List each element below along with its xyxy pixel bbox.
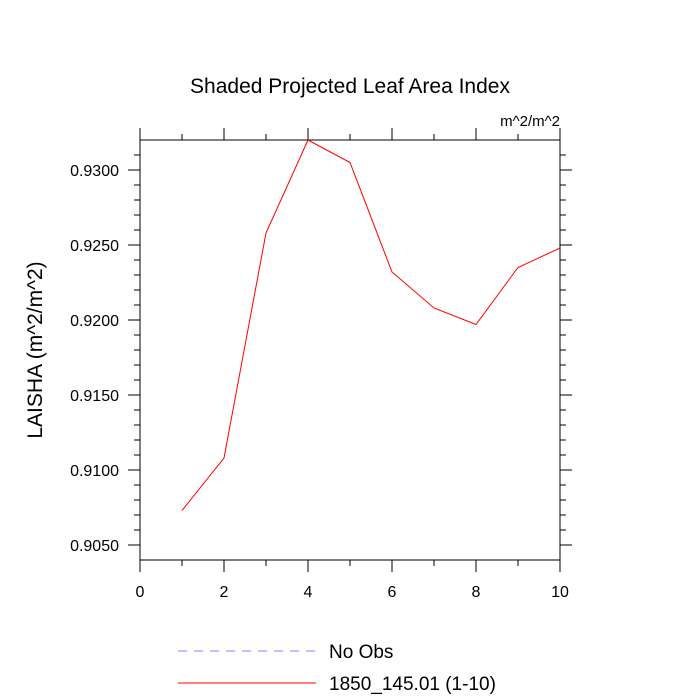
x-tick-label: 4	[304, 584, 313, 601]
series-layer	[181, 139, 561, 511]
y-tick-label: 0.9050	[70, 538, 119, 555]
legend: No Obs 1850_145.01 (1-10)	[178, 642, 496, 695]
legend-label: 1850_145.01 (1-10)	[329, 674, 496, 695]
y-tick-label: 0.9200	[70, 313, 119, 330]
plot-frame	[139, 139, 561, 561]
x-tick-label: 2	[220, 584, 229, 601]
y-tick-label: 0.9150	[70, 388, 119, 405]
y-tick-label: 0.9300	[70, 163, 119, 180]
y-axis-label: LAISHA (m^2/m^2)	[24, 261, 47, 438]
series-line	[181, 139, 561, 511]
legend-label: No Obs	[329, 642, 393, 663]
y-tick-label: 0.9100	[70, 463, 119, 480]
units-label: m^2/m^2	[500, 113, 560, 130]
x-tick-label: 0	[136, 584, 145, 601]
y-tick-label: 0.9250	[70, 238, 119, 255]
x-tick-label: 10	[551, 584, 569, 601]
x-tick-label: 8	[472, 584, 481, 601]
chart-title: Shaded Projected Leaf Area Index	[190, 75, 510, 98]
axis-ticks: 0 2 4 6 8 10 0.9050 0.9100 0.9150 0.9200 0.9250 0.9…	[70, 128, 572, 601]
x-tick-label: 6	[388, 584, 397, 601]
